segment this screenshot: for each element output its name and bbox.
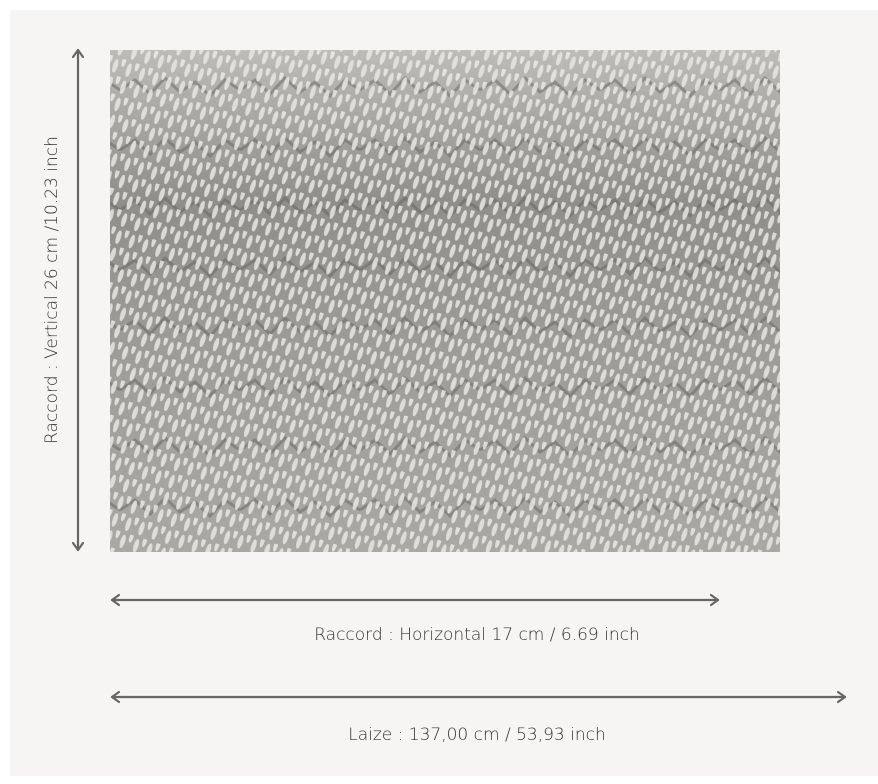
fabric-image bbox=[110, 50, 780, 552]
horizontal-arrow bbox=[110, 593, 720, 607]
vertical-arrow bbox=[71, 48, 85, 552]
horizontal-repeat-label: Raccord : Horizontal 17 cm / 6.69 inch bbox=[314, 625, 640, 645]
width-arrow bbox=[110, 690, 847, 704]
fabric-width-label: Laize : 137,00 cm / 53,93 inch bbox=[348, 725, 606, 745]
vertical-repeat-label: Raccord : Vertical 26 cm /10.23 inch bbox=[42, 136, 62, 444]
